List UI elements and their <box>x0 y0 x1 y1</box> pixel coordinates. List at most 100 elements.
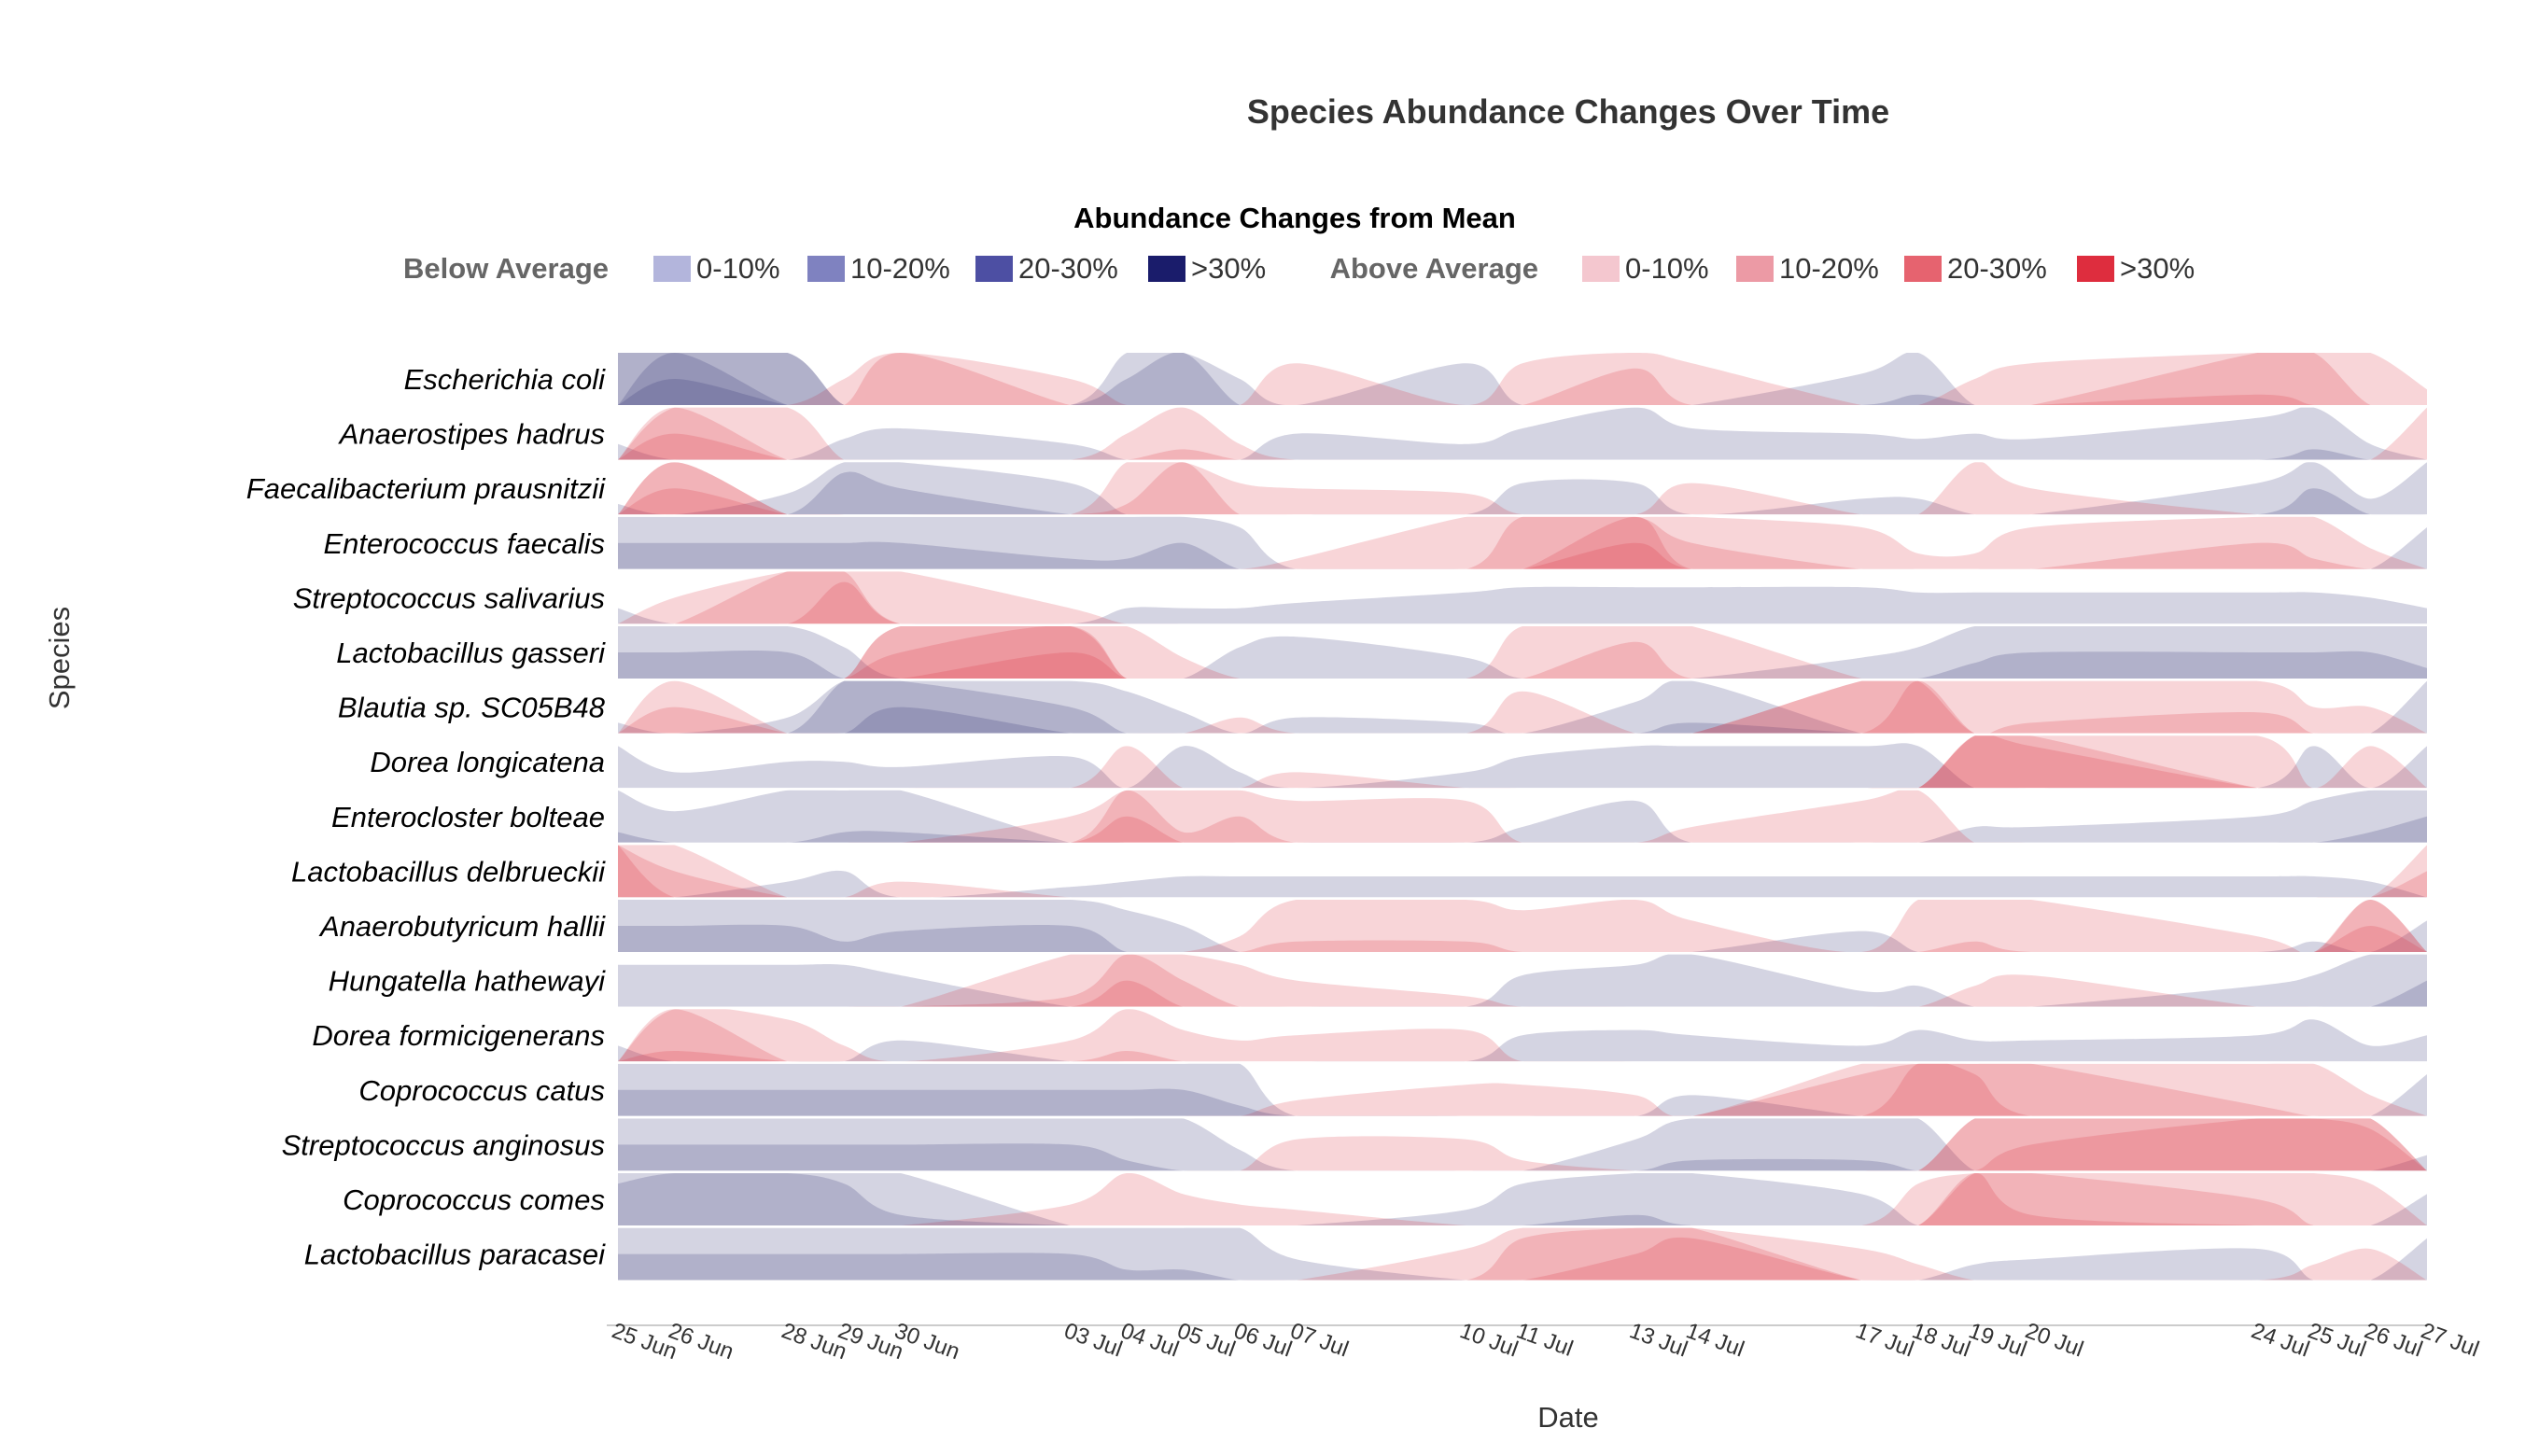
species-label: Dorea longicatena <box>370 746 605 778</box>
horizon-row <box>618 626 2427 679</box>
legend-swatch <box>1904 256 1942 282</box>
legend-swatch <box>1582 256 1620 282</box>
positive-band <box>618 353 2427 405</box>
positive-band <box>618 462 2427 515</box>
plot-area <box>618 353 2427 1281</box>
species-label: Coprococcus catus <box>358 1074 605 1107</box>
legend-entry-label: 20-30% <box>1947 252 2047 285</box>
negative-band <box>618 1173 2427 1225</box>
horizon-row <box>618 790 2427 843</box>
positive-band <box>900 790 1975 843</box>
legend-swatch <box>1148 256 1185 282</box>
positive-band <box>618 900 2427 952</box>
chart-title: Species Abundance Changes Over Time <box>1247 92 1889 131</box>
negative-band <box>618 516 2427 569</box>
legend-entry-label: 20-30% <box>1018 252 1118 285</box>
horizon-row <box>618 407 2427 460</box>
legend-swatch <box>2077 256 2114 282</box>
negative-band <box>618 1253 1241 1281</box>
legend-group-label: Above Average <box>1330 252 1538 285</box>
y-axis-title: Species <box>43 607 76 709</box>
horizon-row <box>618 954 2427 1007</box>
positive-band <box>900 954 1241 1007</box>
positive-band <box>1522 542 1692 569</box>
negative-band <box>618 743 2427 789</box>
legend-swatch <box>1736 256 1774 282</box>
negative-band <box>618 790 2427 843</box>
positive-band <box>618 1009 1184 1062</box>
legend-entry-label: 0-10% <box>696 252 780 285</box>
positive-band <box>1466 1227 1862 1281</box>
horizon-row <box>618 1118 2427 1171</box>
positive-band <box>618 626 2427 679</box>
positive-band <box>618 1118 2427 1171</box>
negative-band <box>618 1173 2427 1225</box>
negative-band <box>618 462 2427 515</box>
positive-band <box>618 735 2427 789</box>
negative-band <box>2370 980 2427 1007</box>
legend-swatch <box>975 256 1013 282</box>
species-label: Streptococcus salivarius <box>293 581 605 614</box>
positive-band <box>618 1173 2427 1225</box>
horizon-row <box>618 516 2427 569</box>
negative-band <box>618 870 2427 898</box>
horizon-row <box>618 845 2427 898</box>
positive-band <box>1296 1227 2427 1281</box>
positive-band <box>618 394 2427 405</box>
species-label: Lactobacillus paracasei <box>304 1239 606 1271</box>
legend-swatch <box>653 256 691 282</box>
horizon-row <box>618 1173 2427 1225</box>
positive-band <box>618 1118 2427 1171</box>
negative-band <box>618 680 2427 734</box>
positive-band <box>1522 1237 1862 1281</box>
horizon-row <box>618 462 2427 515</box>
negative-band <box>618 954 2427 1007</box>
species-label: Coprococcus comes <box>343 1183 605 1216</box>
negative-band <box>618 407 2427 460</box>
horizon-row <box>618 1063 2427 1116</box>
negative-band <box>787 680 1862 734</box>
species-label: Anaerobutyricum hallii <box>318 910 606 943</box>
positive-band <box>900 954 2258 1007</box>
species-label: Hungatella hathewayi <box>329 965 607 998</box>
positive-band <box>1070 790 1297 843</box>
legend: Abundance Changes from Mean Below Averag… <box>403 202 2195 285</box>
negative-band <box>618 651 2427 679</box>
positive-band <box>618 680 2314 734</box>
negative-band <box>618 626 2427 679</box>
horizon-row <box>618 735 2427 789</box>
negative-band <box>618 1143 2427 1171</box>
legend-group-label: Below Average <box>403 252 609 285</box>
positive-band <box>618 1118 2427 1171</box>
positive-band <box>618 353 2427 405</box>
positive-band <box>1240 516 2427 569</box>
species-labels: Escherichia coli Anaerostipes hadrus Faeca… <box>246 363 606 1271</box>
horizon-row <box>618 353 2427 405</box>
positive-band <box>618 1173 2427 1225</box>
negative-band <box>618 1063 2427 1116</box>
negative-band <box>618 1118 2427 1171</box>
species-label: Faecalibacterium prausnitzii <box>246 472 606 505</box>
horizon-row <box>618 680 2427 734</box>
x-tick-label: 27 Jul <box>2418 1318 2482 1362</box>
negative-band <box>618 924 2427 952</box>
positive-band <box>1070 816 1184 843</box>
species-label: Dorea formicigenerans <box>312 1019 605 1052</box>
negative-band <box>618 353 2427 405</box>
positive-band <box>618 571 2427 624</box>
positive-band <box>618 1009 1522 1062</box>
positive-band <box>1861 680 1975 734</box>
species-label: Enterocloster bolteae <box>331 801 605 833</box>
positive-band <box>618 652 2427 679</box>
horizon-row <box>618 571 2427 624</box>
x-axis-title: Date <box>1537 1401 1598 1434</box>
positive-band <box>618 571 2427 624</box>
legend-entry-label: >30% <box>2120 252 2195 285</box>
species-label: Anaerostipes hadrus <box>338 418 605 451</box>
legend-title: Abundance Changes from Mean <box>1073 202 1516 234</box>
legend-entry-label: 10-20% <box>850 252 950 285</box>
positive-band <box>1522 516 1692 569</box>
positive-band <box>618 680 2427 734</box>
legend-entry-label: >30% <box>1191 252 1266 285</box>
